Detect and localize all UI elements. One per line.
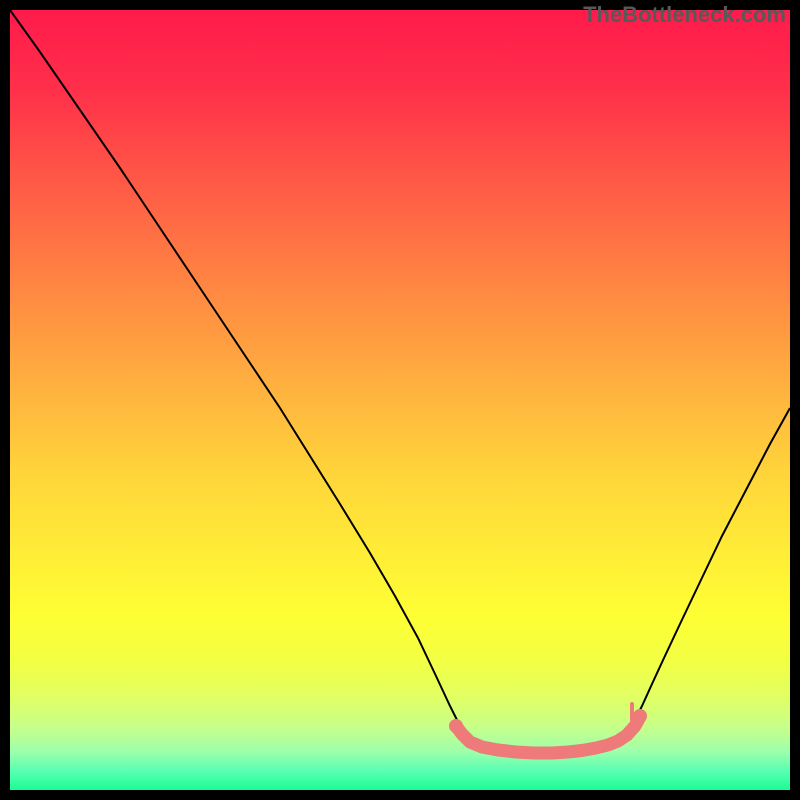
chart-overlay	[0, 0, 800, 800]
bottleneck-curve	[10, 10, 790, 752]
watermark-text: TheBottleneck.com	[583, 2, 786, 28]
valley-highlight	[456, 717, 640, 753]
figure-canvas: TheBottleneck.com	[0, 0, 800, 800]
valley-end-dots	[449, 709, 647, 733]
